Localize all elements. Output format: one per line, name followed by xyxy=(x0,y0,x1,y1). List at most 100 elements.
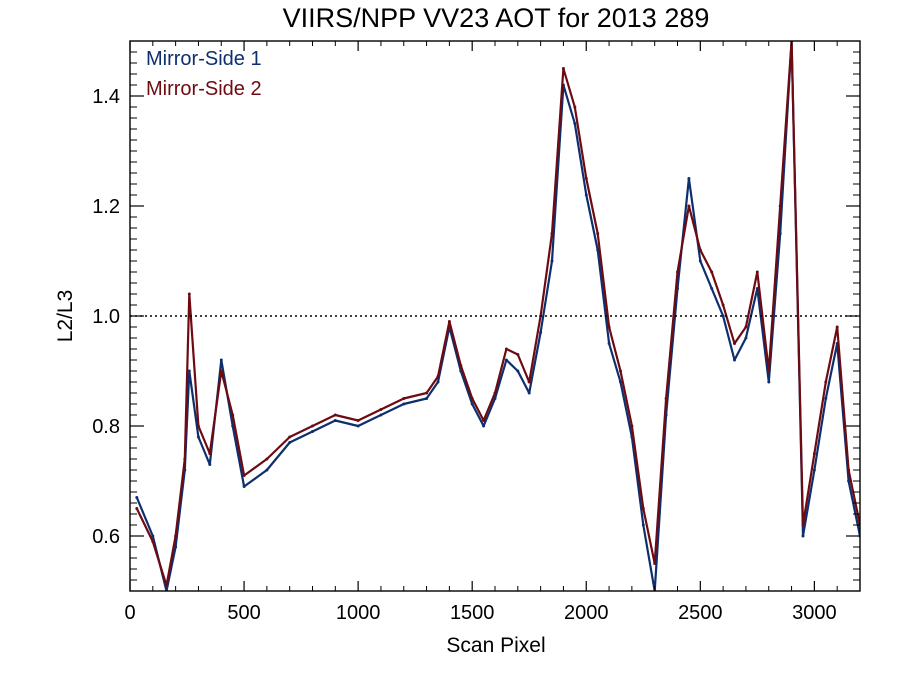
data-point xyxy=(653,562,657,565)
y-tick-label: 1.0 xyxy=(92,306,120,328)
data-point xyxy=(219,358,223,362)
data-point xyxy=(425,391,429,395)
data-point xyxy=(641,507,645,510)
legend-entry-mirror-side-2: Mirror-Side 2 xyxy=(146,78,262,100)
x-tick-label: 3000 xyxy=(792,602,837,624)
x-tick-label: 500 xyxy=(227,602,260,624)
data-point xyxy=(847,479,851,483)
x-tick-label: 0 xyxy=(124,602,135,624)
data-point xyxy=(379,413,383,417)
data-point xyxy=(687,177,691,180)
data-point xyxy=(265,457,269,461)
data-point xyxy=(402,397,406,400)
data-point xyxy=(183,457,187,461)
x-tick-label: 2000 xyxy=(564,602,609,624)
data-point xyxy=(470,397,474,400)
data-point xyxy=(165,584,168,587)
data-point xyxy=(744,325,748,329)
data-point xyxy=(135,496,139,499)
chart-title: VIIRS/NPP VV23 AOT for 2013 289 xyxy=(283,3,710,33)
data-point xyxy=(356,419,360,422)
data-point xyxy=(824,397,828,400)
data-point xyxy=(676,270,679,274)
data-point xyxy=(550,232,554,235)
data-point xyxy=(242,474,246,477)
y-axis-label: L2/L3 xyxy=(54,290,77,343)
data-point xyxy=(573,105,577,109)
data-point xyxy=(721,314,725,318)
data-point xyxy=(436,375,440,378)
data-point xyxy=(402,402,406,406)
data-point xyxy=(596,248,600,252)
data-point xyxy=(187,369,191,373)
data-point xyxy=(539,331,543,334)
data-point xyxy=(470,402,474,406)
legend: Mirror-Side 1 Mirror-Side 2 xyxy=(146,48,262,100)
data-point xyxy=(619,369,622,373)
data-point xyxy=(641,523,645,527)
data-point xyxy=(151,534,155,538)
data-point xyxy=(767,369,771,373)
data-point xyxy=(356,424,360,428)
data-point xyxy=(584,193,588,197)
data-point xyxy=(504,358,508,362)
data-point xyxy=(187,292,191,296)
data-point xyxy=(664,397,668,400)
y-tick-label: 0.6 xyxy=(92,526,120,548)
y-tick-label: 0.8 xyxy=(92,416,120,438)
data-point xyxy=(311,424,314,428)
data-point xyxy=(265,468,269,472)
data-point xyxy=(847,468,851,472)
data-point xyxy=(208,463,212,466)
legend-entry-mirror-side-1: Mirror-Side 1 xyxy=(146,48,262,70)
data-point xyxy=(196,435,200,439)
x-tick-label: 2500 xyxy=(678,602,723,624)
data-point xyxy=(135,507,139,510)
data-point xyxy=(596,232,600,235)
data-point xyxy=(333,419,337,422)
data-point xyxy=(767,380,771,384)
data-point xyxy=(573,122,577,125)
data-point xyxy=(584,177,588,180)
axis-ticks: 0 500 1000 1500 2000 2500 3000 0.6 0.8 1.0 1.2 1.4 xyxy=(92,40,861,624)
data-point xyxy=(619,380,622,384)
data-point xyxy=(288,441,292,444)
data-point xyxy=(436,380,440,384)
data-point xyxy=(459,364,463,367)
data-point xyxy=(493,397,497,400)
data-point xyxy=(812,468,816,472)
data-point xyxy=(835,325,839,329)
data-point xyxy=(607,325,611,329)
data-point xyxy=(219,369,223,373)
data-point xyxy=(824,380,828,384)
data-point xyxy=(516,353,520,356)
data-point xyxy=(447,320,451,323)
data-point xyxy=(196,424,200,428)
data-point xyxy=(527,391,531,395)
data-point xyxy=(425,397,429,400)
data-point xyxy=(493,391,497,395)
data-point xyxy=(288,435,292,439)
data-point xyxy=(231,413,235,417)
data-point xyxy=(710,270,714,274)
data-point xyxy=(710,287,714,290)
y-tick-label: 1.2 xyxy=(92,196,120,218)
data-point xyxy=(379,408,383,411)
data-point xyxy=(698,259,702,263)
data-point xyxy=(151,540,155,543)
data-point xyxy=(801,523,805,527)
data-point xyxy=(333,413,337,417)
data-point xyxy=(482,419,486,422)
data-point xyxy=(812,452,816,455)
x-tick-label: 1500 xyxy=(450,602,495,624)
data-point xyxy=(698,248,702,252)
data-point xyxy=(504,347,508,351)
data-point xyxy=(721,303,725,307)
data-point xyxy=(687,204,691,208)
data-point xyxy=(744,336,748,340)
data-point xyxy=(482,424,486,428)
series-layer xyxy=(135,41,860,591)
data-point xyxy=(733,342,736,345)
data-point xyxy=(607,342,611,345)
